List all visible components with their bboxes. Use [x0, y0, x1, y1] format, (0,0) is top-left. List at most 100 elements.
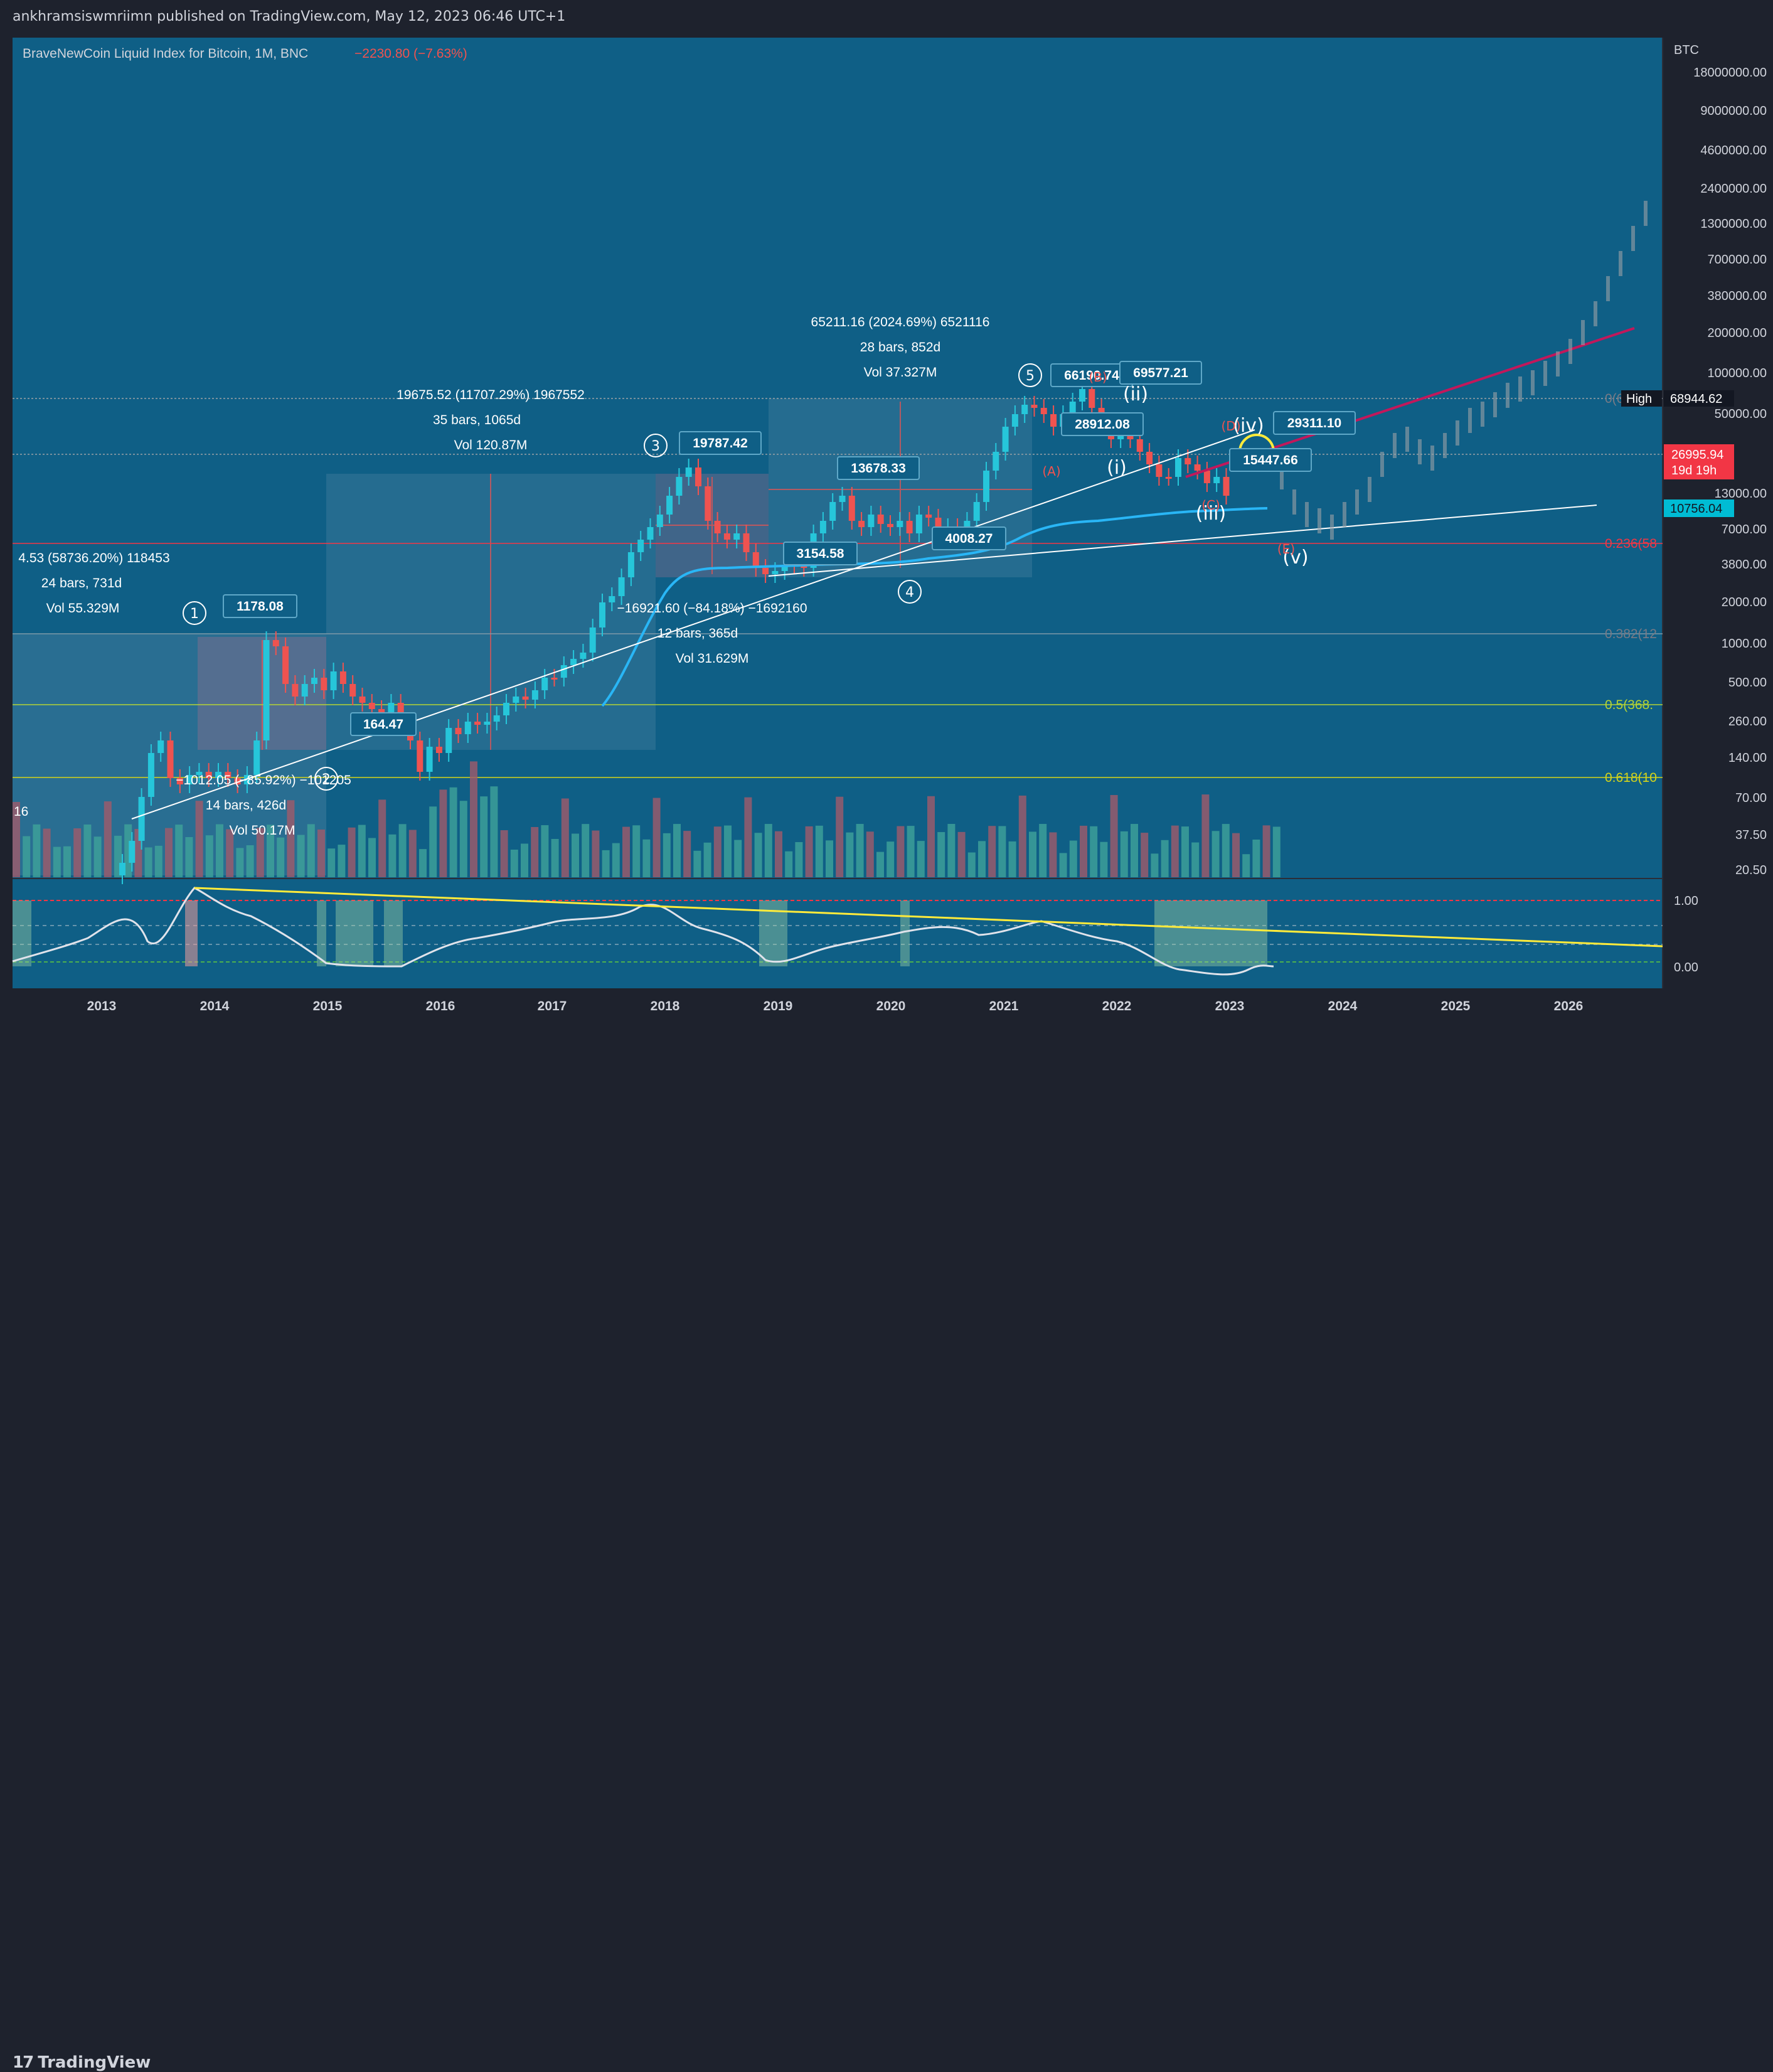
- volume-bar: [256, 828, 264, 877]
- volume-bar: [307, 824, 315, 877]
- ma-price-tag: 10756.04: [1664, 499, 1734, 517]
- volume-bar: [226, 829, 234, 877]
- volume-bar: [338, 845, 346, 877]
- tv-logo-text: TradingView: [38, 2053, 151, 2072]
- candle: [272, 640, 279, 646]
- volume-bar: [561, 798, 569, 877]
- volume-bar: [592, 830, 600, 877]
- wave-2-label: 2: [322, 772, 331, 788]
- candle: [695, 467, 701, 486]
- projected-bar: [1456, 420, 1459, 446]
- candle: [1156, 464, 1163, 477]
- candle: [368, 703, 375, 709]
- candle: [1136, 439, 1143, 452]
- candle: [359, 697, 366, 703]
- wave-d-label: (D): [1221, 419, 1240, 434]
- svg-text:High: High: [1626, 392, 1652, 406]
- volume-bar: [886, 841, 895, 877]
- candle: [656, 515, 663, 527]
- price-axis-label: 260.00: [1728, 715, 1767, 729]
- price-axis-label: 3800.00: [1722, 558, 1767, 572]
- range-annotation: Vol 55.329M: [46, 601, 120, 616]
- volume-bar: [805, 826, 813, 877]
- range-annotation: 19675.52 (11707.29%) 1967552: [397, 388, 585, 402]
- volume-bar: [510, 849, 518, 877]
- price-axis-label: 200000.00: [1707, 326, 1767, 340]
- volume-bar: [744, 797, 752, 877]
- candle: [819, 521, 826, 533]
- volume-bar: [856, 824, 864, 877]
- volume-bar: [642, 839, 651, 877]
- candle: [1040, 408, 1047, 414]
- volume-bar: [978, 841, 986, 877]
- candle: [925, 515, 932, 518]
- volume-bar: [277, 837, 285, 877]
- volume-bar: [408, 830, 417, 877]
- chart-canvas[interactable]: 0(6 0.236(58 0.382(12 0.5(368. 0.618(10 …: [0, 0, 1773, 1068]
- volume-bar: [246, 845, 254, 877]
- volume-bar: [93, 836, 102, 877]
- candle: [1050, 414, 1057, 427]
- volume-bar: [703, 842, 711, 877]
- moving-average-line: [601, 507, 1268, 707]
- tv-logo-icon: 17: [13, 2053, 34, 2072]
- fib-label: 0.382(12: [1605, 627, 1657, 641]
- volume-bar: [652, 798, 661, 877]
- candle: [752, 552, 759, 568]
- projected-bar: [1418, 439, 1422, 464]
- candle: [868, 515, 875, 527]
- volume-bar: [185, 837, 193, 877]
- volume-bar: [1018, 795, 1026, 877]
- volume-bar: [1191, 842, 1200, 877]
- volume-bar: [521, 843, 528, 877]
- volume-bar: [23, 836, 31, 877]
- time-axis[interactable]: [13, 988, 1663, 1020]
- range-annotation: −1012.05 (−85.92%) −101205: [176, 773, 351, 788]
- candle: [714, 521, 721, 533]
- volume-bar: [1141, 833, 1149, 877]
- volume-bar: [795, 841, 803, 877]
- range-annotation: Vol 50.17M: [229, 823, 295, 838]
- tradingview-logo[interactable]: 17 TradingView: [13, 2053, 151, 2072]
- candle: [858, 521, 865, 527]
- projected-bar: [1318, 508, 1321, 533]
- volume-bar: [368, 838, 376, 877]
- projected-path: [1280, 201, 1648, 540]
- volume-bar: [216, 824, 223, 877]
- candle: [781, 565, 788, 571]
- range-annotation: 35 bars, 1065d: [433, 413, 521, 427]
- price-callout-box: [679, 431, 762, 455]
- projected-bar: [1443, 433, 1447, 458]
- support-trendline: [131, 429, 1255, 820]
- volume-bar: [73, 828, 82, 877]
- projected-bar: [1631, 226, 1635, 251]
- candle: [282, 646, 289, 684]
- projected-bar: [1619, 251, 1622, 276]
- candle: [541, 678, 548, 690]
- candle: [609, 596, 615, 602]
- volume-bar: [764, 824, 772, 877]
- svg-text:19d 19h: 19d 19h: [1671, 464, 1717, 478]
- candle: [551, 678, 558, 680]
- symbol-title[interactable]: BraveNewCoin Liquid Index for Bitcoin, 1…: [23, 46, 308, 61]
- price-axis-label: 700000.00: [1707, 253, 1767, 267]
- projected-bar: [1292, 489, 1296, 515]
- candle: [1031, 405, 1038, 408]
- projected-bar: [1330, 515, 1334, 540]
- candle: [589, 627, 596, 653]
- wave-4-marker: [898, 580, 922, 604]
- wave-4-label: 4: [905, 585, 914, 601]
- volume-bar: [1131, 824, 1138, 877]
- projected-bar: [1368, 477, 1371, 502]
- time-axis-label: 2021: [989, 999, 1019, 1013]
- wave-2-marker: [314, 767, 338, 791]
- volume-bar: [683, 831, 691, 877]
- price-axis-label: 2000.00: [1722, 595, 1767, 609]
- volume-bar: [154, 845, 162, 877]
- volume-bar: [63, 846, 71, 877]
- volume-bar: [165, 828, 173, 877]
- candle: [311, 678, 317, 684]
- oscillator-pane[interactable]: [13, 878, 1663, 988]
- candle: [983, 471, 989, 502]
- volume-bar: [988, 826, 996, 877]
